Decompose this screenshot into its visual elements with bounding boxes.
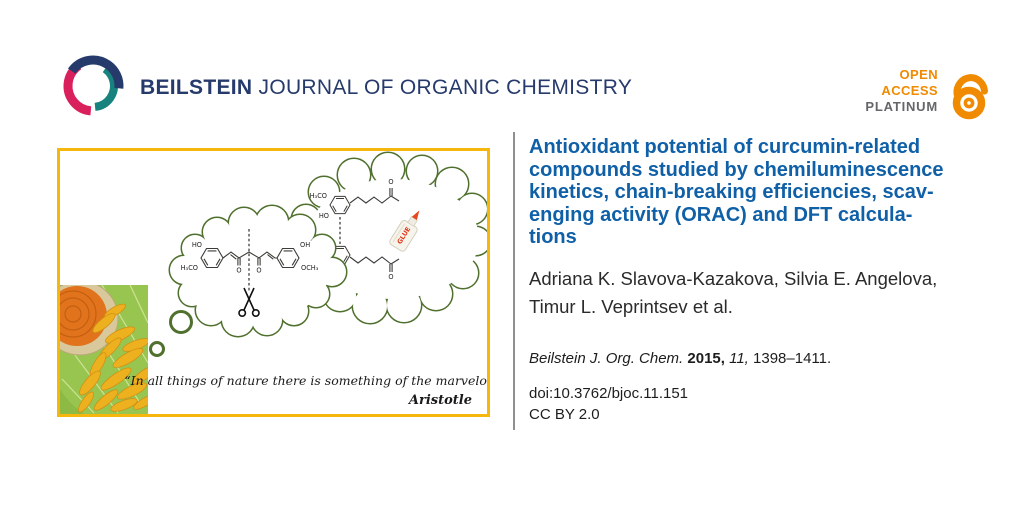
title-line: compounds studied by chemiluminescence [529,158,944,181]
fragment-structure-top: H₃CO HO O [310,178,400,220]
authors-line: Adriana K. Slavova-Kazakova, Silvia E. A… [529,267,938,289]
authors-line: Timur L. Veprintsev et al. [529,295,733,317]
atom-label: HO [319,212,329,220]
curcumin-structure: HO H₃CO OH OCH₃ O O [181,241,319,275]
scissors-icon [238,287,260,318]
title-line: Antioxidant potential of curcumin-relate… [529,136,921,158]
graphical-abstract: H₃CO HO O HO H₃CO O [57,148,512,417]
citation-pages: 1398–1411. [753,349,832,367]
atom-label: O [236,267,241,275]
journal-masthead[interactable]: BEILSTEIN JOURNAL OF ORGANIC CHEMISTRY [140,76,632,100]
quote-attribution: Aristotle [407,393,472,408]
atom-label: OCH₃ [301,264,319,272]
turmeric-photo [60,285,148,414]
open-access-line2: ACCESS [881,83,938,98]
atom-label: H₃CO [310,192,327,200]
title-line: kinetics, chain-breaking efficiencies, s… [529,181,934,203]
citation-journal: Beilstein J. Org. Chem. [529,349,684,367]
citation-volume: 11, [729,349,749,367]
open-access-line3: PLATINUM [865,99,938,114]
glue-bottle-icon: GLUE [389,210,420,252]
title-line: enging activity (ORAC) and DFT calcula- [529,203,913,226]
open-access-label: OPEN ACCESS PLATINUM [845,67,945,115]
thought-cloud-left: HO H₃CO OH OCH₃ O O [168,204,348,338]
article-info: Antioxidant potential of curcumin-relate… [529,136,995,425]
doi-link[interactable]: doi:10.3762/bjoc.11.151 [529,384,689,402]
thought-bubble-small [149,341,165,357]
vertical-divider [513,132,515,430]
citation-year: 2015, [687,349,725,367]
quote-text: “In all things of nature there is someth… [124,373,487,388]
atom-label: H₃CO [181,264,198,272]
atom-label: OH [300,241,310,249]
open-access-line1: OPEN [899,67,938,82]
beilstein-logo-icon[interactable] [54,46,134,128]
author-list: Adriana K. Slavova-Kazakova, Silvia E. A… [529,265,995,321]
brand-name: BEILSTEIN [140,76,253,99]
atom-label: O [388,178,393,186]
atom-label: O [388,273,393,281]
license-label: CC BY 2.0 [529,405,600,423]
open-access-badge[interactable]: OPEN ACCESS PLATINUM [845,62,995,120]
brand-subtitle: JOURNAL OF ORGANIC CHEMISTRY [258,76,633,99]
thought-bubble-medium [169,310,193,334]
title-line: tions [529,226,577,248]
citation: Beilstein J. Org. Chem. 2015, 11, 1398–1… [529,350,995,367]
atom-label: HO [192,241,202,249]
article-title: Antioxidant potential of curcumin-relate… [529,136,995,249]
atom-label: O [256,267,261,275]
open-lock-icon [952,74,988,120]
